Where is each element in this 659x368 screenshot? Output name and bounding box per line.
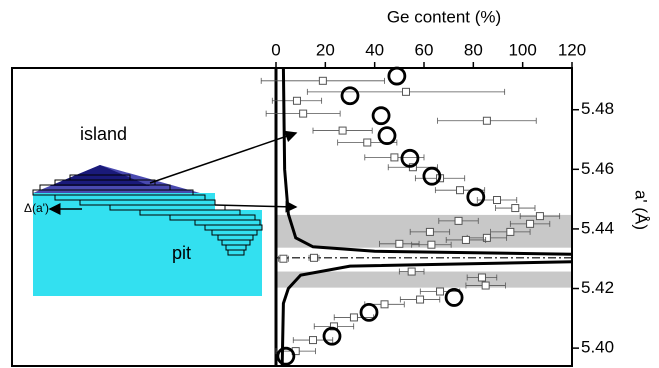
- x-tick-label: 60: [415, 40, 434, 59]
- square-point: [339, 127, 346, 134]
- square-point: [536, 213, 543, 220]
- shaded-band: [276, 215, 572, 248]
- diagram-label: pit: [172, 243, 191, 263]
- square-point: [364, 139, 371, 146]
- square-point: [494, 197, 501, 204]
- figure: 0 20 40 60 80 100 120 5.40 5.42 5.44 5.46 5.48 Ge co…: [0, 0, 659, 368]
- x-tick-label: 40: [365, 40, 384, 59]
- circle-point: [379, 128, 395, 144]
- square-point: [310, 254, 317, 261]
- square-point: [402, 88, 409, 95]
- diagram: [12, 68, 296, 366]
- square-point: [507, 228, 514, 235]
- square-point: [478, 274, 485, 281]
- circle-point: [361, 304, 377, 320]
- circle-point: [373, 108, 389, 124]
- x-axis-label: Ge content (%): [387, 7, 501, 26]
- circle-point: [389, 68, 405, 84]
- square-point: [437, 288, 444, 295]
- square-point: [462, 236, 469, 243]
- x-tick-label: 120: [558, 40, 586, 59]
- square-point: [396, 240, 403, 247]
- diagram-label: island: [80, 124, 127, 144]
- y-axis-label: a' (Å): [632, 190, 651, 230]
- x-tick-label: 100: [508, 40, 536, 59]
- square-point: [457, 187, 464, 194]
- square-point: [391, 154, 398, 161]
- square-point: [483, 117, 490, 124]
- y-tick-label: 5.46: [581, 159, 614, 178]
- square-point: [350, 314, 357, 321]
- y-tick-label: 5.44: [581, 218, 614, 237]
- square-point: [428, 241, 435, 248]
- square-point: [408, 268, 415, 275]
- square-point: [455, 217, 462, 224]
- square-point: [381, 301, 388, 308]
- circle-point: [342, 88, 358, 104]
- square-point: [280, 255, 287, 262]
- circle-point: [468, 189, 484, 205]
- x-tick-label: 0: [271, 40, 280, 59]
- y-tick-label: 5.40: [581, 338, 614, 357]
- square-point: [426, 228, 433, 235]
- circle-point: [324, 328, 340, 344]
- square-point: [512, 205, 519, 212]
- square-point: [527, 220, 534, 227]
- square-point: [417, 296, 424, 303]
- square-point: [293, 97, 300, 104]
- x-tick-label: 80: [464, 40, 483, 59]
- x-tick-label: 20: [316, 40, 335, 59]
- square-point: [482, 282, 489, 289]
- square-point: [310, 337, 317, 344]
- y-tick-label: 5.48: [581, 99, 614, 118]
- diagram-label: Δ(a'): [24, 201, 49, 215]
- square-point: [319, 77, 326, 84]
- y-tick-label: 5.42: [581, 278, 614, 297]
- square-point: [300, 110, 307, 117]
- circle-point: [278, 348, 294, 364]
